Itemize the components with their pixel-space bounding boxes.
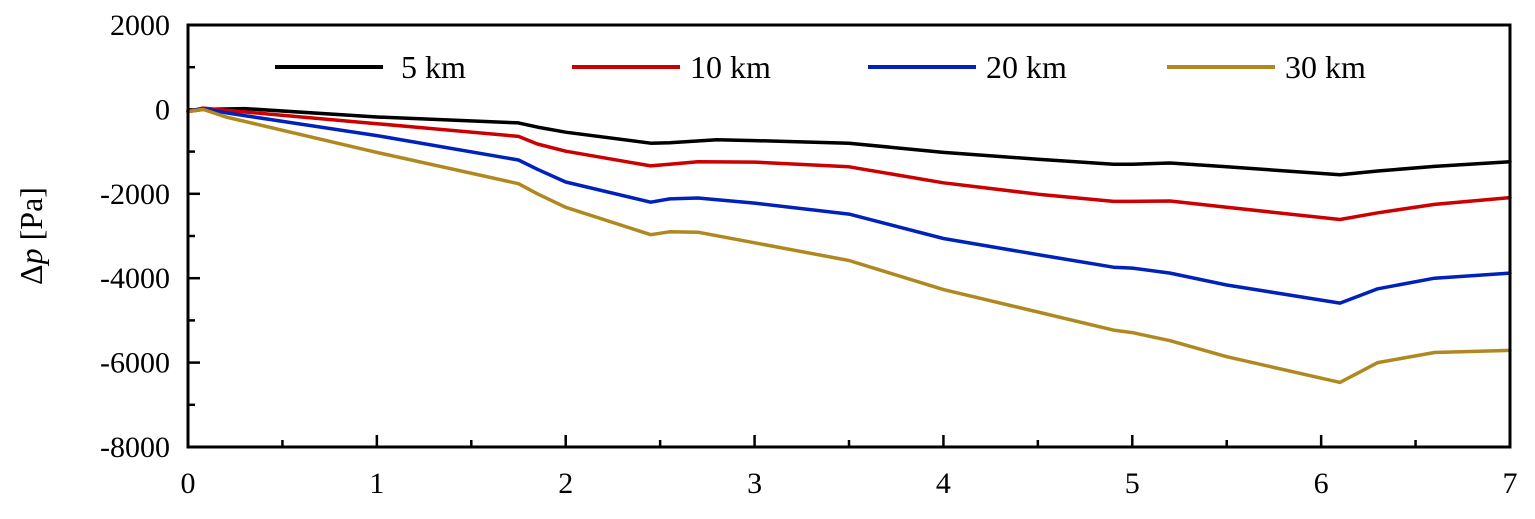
y-tick-label: -8000 <box>100 431 170 464</box>
legend-label: 30 km <box>1285 49 1366 85</box>
y-axis-label-var: p <box>13 248 49 266</box>
y-tick-label: -4000 <box>100 262 170 295</box>
y-tick-label: -2000 <box>100 178 170 211</box>
ticks-layer <box>186 23 1512 449</box>
x-tick-label: 3 <box>747 467 762 500</box>
legend: 5 km 10 km 20 km 30 km <box>275 49 1366 85</box>
series-layer <box>186 106 1512 385</box>
y-axis-label: Δp [Pa] <box>13 187 49 285</box>
x-tick-label: 1 <box>369 467 384 500</box>
x-tick-label: 7 <box>1503 467 1518 500</box>
y-tick-label: 2000 <box>110 9 170 42</box>
y-axis-label-unit: [Pa] <box>13 187 49 248</box>
legend-label: 5 km <box>401 49 466 85</box>
series-line <box>186 106 1512 222</box>
x-tick-label: 4 <box>936 467 951 500</box>
y-axis-label-symbol: Δ <box>13 264 49 285</box>
x-tick-label: 6 <box>1314 467 1329 500</box>
y-tick-label: -6000 <box>100 347 170 380</box>
legend-label: 10 km <box>690 49 771 85</box>
x-tick-label: 5 <box>1125 467 1140 500</box>
series-line <box>186 107 1512 385</box>
y-tick-label: 0 <box>155 93 170 126</box>
ticklabels-layer: 0 1 2 3 4 5 6 7 -8000 -6000 -4000 -2000 0 2000 <box>100 9 1518 500</box>
x-tick-label: 2 <box>558 467 573 500</box>
legend-label: 20 km <box>986 49 1067 85</box>
x-tick-label: 0 <box>181 467 196 500</box>
plot-frame <box>186 23 1512 449</box>
series-line <box>186 106 1512 305</box>
series-line <box>186 106 1512 177</box>
